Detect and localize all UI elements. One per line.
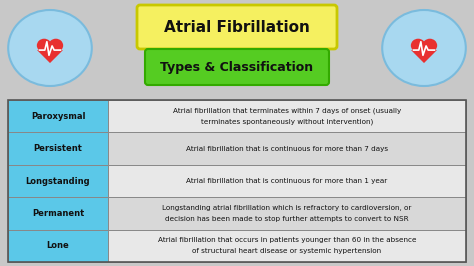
Text: decision has been made to stop further attempts to convert to NSR: decision has been made to stop further a…	[165, 216, 409, 222]
FancyBboxPatch shape	[137, 5, 337, 49]
Text: Permanent: Permanent	[32, 209, 84, 218]
Ellipse shape	[8, 10, 92, 86]
Text: Paroxysmal: Paroxysmal	[31, 112, 85, 121]
Text: Lone: Lone	[46, 241, 69, 250]
Ellipse shape	[411, 39, 426, 52]
Bar	[108, 165, 466, 197]
Bar	[108, 100, 466, 132]
Ellipse shape	[48, 39, 63, 52]
Polygon shape	[411, 50, 437, 63]
Bar	[108, 230, 466, 262]
Bar	[8, 100, 108, 132]
Text: Atrial Fibrillation: Atrial Fibrillation	[164, 19, 310, 35]
Text: terminates spontaneously without intervention): terminates spontaneously without interve…	[201, 118, 373, 125]
Text: Persistent: Persistent	[34, 144, 82, 153]
Bar	[8, 132, 108, 165]
Text: Types & Classification: Types & Classification	[160, 60, 314, 73]
Text: of structural heart disease or systemic hypertension: of structural heart disease or systemic …	[192, 248, 382, 254]
Bar	[8, 197, 108, 230]
Polygon shape	[37, 50, 63, 63]
Ellipse shape	[37, 39, 52, 52]
Text: Longstanding: Longstanding	[26, 177, 91, 185]
Text: Atrial fibrillation that is continuous for more than 7 days: Atrial fibrillation that is continuous f…	[186, 146, 388, 152]
Bar	[8, 230, 108, 262]
Ellipse shape	[382, 10, 466, 86]
Bar	[108, 132, 466, 165]
Text: Atrial fibrillation that occurs in patients younger than 60 in the absence: Atrial fibrillation that occurs in patie…	[158, 237, 416, 243]
Text: Atrial fibrillation that is continuous for more than 1 year: Atrial fibrillation that is continuous f…	[186, 178, 388, 184]
FancyBboxPatch shape	[145, 49, 329, 85]
Text: Atrial fibrillation that terminates within 7 days of onset (usually: Atrial fibrillation that terminates with…	[173, 107, 401, 114]
Bar	[8, 100, 466, 262]
Bar	[108, 197, 466, 230]
Text: Longstanding atrial fibrillation which is refractory to cardioversion, or: Longstanding atrial fibrillation which i…	[162, 205, 412, 211]
Bar	[8, 165, 108, 197]
Ellipse shape	[422, 39, 437, 52]
